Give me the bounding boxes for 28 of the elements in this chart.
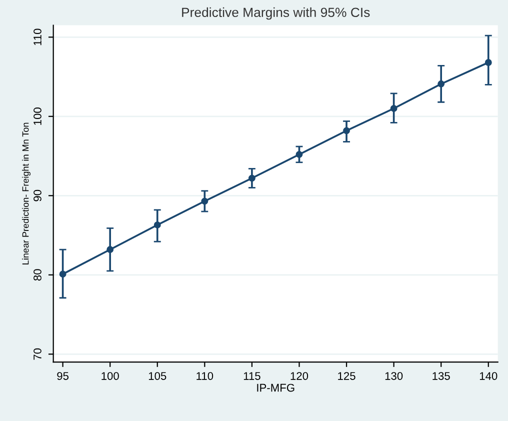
y-tick-label: 90 [34, 190, 42, 202]
y-tick-label: 70 [34, 348, 42, 360]
x-tick-label: 130 [385, 372, 403, 380]
point [343, 127, 350, 134]
x-tick-label: 140 [480, 372, 498, 380]
point [154, 221, 161, 228]
point [248, 174, 256, 182]
point [390, 104, 398, 112]
x-tick-label: 125 [338, 372, 356, 380]
x-tick-label: 115 [244, 372, 260, 380]
point [201, 198, 208, 205]
point [59, 270, 66, 278]
x-tick-label: 95 [57, 372, 69, 380]
y-tick-label: 100 [34, 108, 42, 125]
x-tick-label: 100 [102, 372, 119, 380]
y-tick-label: 110 [34, 28, 42, 46]
x-axis-title: IP-MFG [257, 384, 294, 392]
point [484, 59, 492, 66]
x-tick-label: 135 [432, 372, 450, 380]
point [106, 246, 114, 253]
x-tick-label: 110 [196, 372, 214, 380]
chart-title: Predictive Margins with 95% CIs [182, 7, 370, 20]
y-axis-title: Linear Prediction- Freight in Mn Ton [22, 122, 30, 264]
point [296, 150, 303, 158]
point [438, 80, 445, 88]
x-tick-label: 105 [148, 372, 166, 380]
y-tick-label: 80 [34, 269, 42, 281]
x-tick-label: 120 [290, 372, 308, 380]
